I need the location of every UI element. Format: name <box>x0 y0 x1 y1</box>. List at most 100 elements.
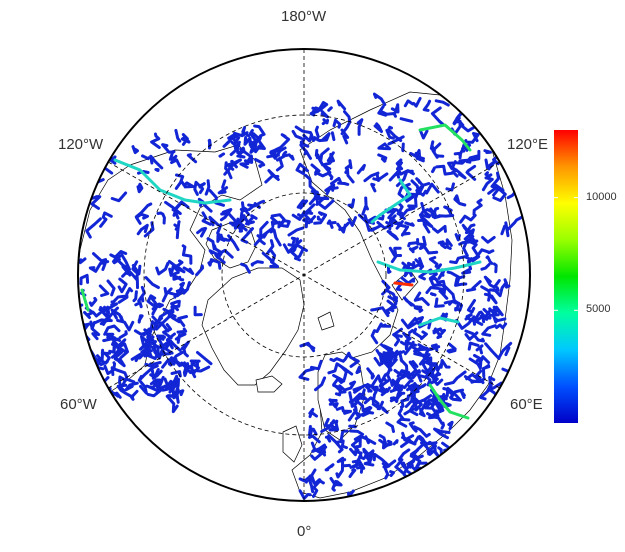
river-segment <box>413 291 430 307</box>
river-segment <box>441 394 448 405</box>
river-segment <box>90 195 102 210</box>
river-segment <box>247 202 261 211</box>
river-segment <box>227 133 241 144</box>
river-segment <box>335 463 345 479</box>
river-segment <box>163 343 174 355</box>
river-segment <box>104 306 119 319</box>
latitude-circle <box>143 114 465 436</box>
river-segment <box>402 331 411 341</box>
river-segment <box>161 143 176 154</box>
river-segment-high-flow <box>370 178 412 224</box>
river-segment <box>344 159 353 170</box>
river-segment <box>174 128 182 143</box>
river-segment <box>182 266 195 275</box>
river-segment <box>442 387 455 400</box>
river-segment <box>316 215 321 221</box>
river-segment <box>393 384 404 394</box>
river-segment <box>216 233 231 243</box>
river-segment <box>408 328 416 335</box>
river-segment <box>428 411 440 420</box>
river-segment <box>393 220 404 230</box>
meridian-line <box>108 161 500 389</box>
river-segment <box>505 207 530 232</box>
river-segment <box>92 252 110 265</box>
colorbar-tick-label-5000: 5000 <box>586 303 611 316</box>
river-segment <box>180 361 199 375</box>
river-segment <box>89 320 101 336</box>
river-segment <box>240 262 251 274</box>
river-segment <box>378 384 388 397</box>
river-segment <box>401 258 425 271</box>
river-segment <box>170 264 179 274</box>
river-segment <box>163 377 180 395</box>
river-segment <box>454 275 468 287</box>
river-segment <box>453 194 467 207</box>
river-segment <box>155 334 166 341</box>
river-segment <box>170 300 179 312</box>
river-segment <box>347 216 357 227</box>
river-segment <box>481 173 494 192</box>
river-segment <box>330 131 336 142</box>
river-segment <box>387 265 392 274</box>
river-segment <box>373 122 383 133</box>
river-segment <box>174 173 185 190</box>
river-segment <box>118 357 126 368</box>
river-segment <box>395 208 406 221</box>
river-segment <box>239 201 245 212</box>
river-segment <box>465 280 482 292</box>
river-segment <box>332 383 343 397</box>
river-segment <box>269 228 282 247</box>
river-segment <box>409 149 425 161</box>
river-segment <box>167 350 185 366</box>
river-segment <box>355 365 362 375</box>
river-segment <box>337 378 346 384</box>
river-segment <box>372 92 387 107</box>
river-segment <box>161 287 173 303</box>
river-segment <box>172 357 183 368</box>
river-segment <box>117 277 128 294</box>
river-segment <box>415 183 428 197</box>
river-segment <box>400 225 411 237</box>
river-segment <box>366 214 385 225</box>
river-segment <box>356 118 364 136</box>
river-segment <box>328 419 340 432</box>
river-segment <box>383 349 392 366</box>
river-segment <box>406 277 416 285</box>
river-segment <box>425 286 445 295</box>
river-segment <box>327 172 334 181</box>
river-segment <box>447 160 458 171</box>
river-segment <box>428 256 439 268</box>
river-segment <box>459 213 477 224</box>
river-segment <box>264 173 280 184</box>
river-segment <box>480 263 491 271</box>
label-120e: 120°E <box>507 136 549 153</box>
river-segment <box>413 425 431 438</box>
river-segment <box>377 105 388 117</box>
river-segment <box>109 155 117 165</box>
river-segment <box>314 163 332 178</box>
river-segment <box>270 216 280 228</box>
river-segment <box>363 396 380 411</box>
river-segment <box>466 299 476 314</box>
river-segment <box>99 211 113 228</box>
river-segment <box>240 227 254 244</box>
river-segment <box>363 171 380 183</box>
river-segment <box>487 171 500 195</box>
river-segment <box>145 339 152 352</box>
river-segment <box>485 255 494 265</box>
river-segment <box>388 170 400 182</box>
river-segment <box>400 318 418 330</box>
river-segment <box>196 226 208 238</box>
river-segment <box>168 267 180 277</box>
river-segment <box>418 402 427 418</box>
river-segment <box>481 364 491 378</box>
colorbar-tick-label-10000: 10000 <box>586 190 617 203</box>
river-segment <box>340 128 350 145</box>
river-segment <box>313 132 331 143</box>
river-segment <box>261 248 277 264</box>
river-segment <box>258 220 269 246</box>
river-segment <box>233 131 249 138</box>
river-segment <box>156 336 182 352</box>
river-segment <box>96 360 105 371</box>
river-segment <box>98 284 110 297</box>
